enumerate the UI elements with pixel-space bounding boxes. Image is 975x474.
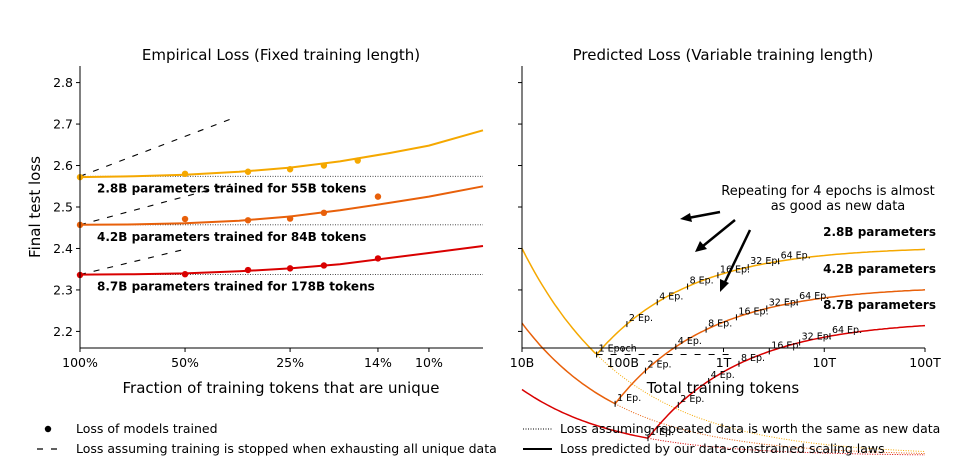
epoch-label: 4 Ep. — [711, 370, 735, 381]
right-chart-title: Predicted Loss (Variable training length… — [573, 46, 874, 64]
left-x-tick-label: 14% — [364, 355, 392, 370]
epoch-label: 32 Ep. — [769, 297, 799, 308]
repeated-as-new-line — [597, 355, 926, 452]
epoch-label: 16 Ep. — [738, 306, 768, 317]
predicted-line — [521, 289, 926, 405]
stop-dashed-line — [79, 247, 189, 276]
left-y-tick-label: 2.4 — [53, 241, 73, 256]
epoch-label: 64 Ep. — [781, 250, 811, 261]
stop-dashed-line — [79, 118, 231, 177]
legend-repeated-label: Loss assuming repeated data is worth the… — [560, 421, 940, 436]
data-point — [320, 162, 328, 169]
epoch-label: 1 Epoch — [599, 343, 637, 354]
left-series: 2.8B parameters trained for 55B tokens 4.… — [76, 118, 484, 294]
repeated-as-new-line — [614, 403, 925, 454]
right-x-tick-label: 10T — [812, 355, 836, 370]
data-point — [286, 215, 294, 222]
epoch-label: 64 Ep. — [832, 325, 862, 336]
epoch-label: 2 Ep. — [647, 360, 671, 371]
epoch-label: 2 Ep. — [680, 394, 704, 405]
data-point — [320, 262, 328, 269]
data-point — [244, 217, 252, 224]
predicted-line — [521, 248, 926, 355]
legend-stop-label: Loss assuming training is stopped when e… — [76, 441, 497, 456]
data-point — [286, 265, 294, 272]
epoch-label: 16 Ep. — [720, 264, 750, 275]
legend-predicted-label: Loss predicted by our data-constrained s… — [560, 441, 885, 456]
repeated-as-new-line — [650, 438, 926, 456]
left-y-tick-label: 2.2 — [53, 324, 73, 339]
left-panel: Empirical Loss (Fixed training length) 2… — [26, 46, 484, 397]
data-point — [181, 215, 189, 223]
right-ticks: 10B 100B 1T 10T 100T — [510, 82, 941, 370]
left-x-tick-label: 50% — [171, 355, 199, 370]
legend: Loss of models trained Loss assuming tra… — [37, 421, 940, 456]
right-x-tick-label: 100T — [909, 355, 941, 370]
left-y-tick-label: 2.6 — [53, 158, 73, 173]
right-x-label: Total training tokens — [646, 379, 800, 397]
annotation-line-1: Repeating for 4 epochs is almost — [721, 184, 934, 199]
epoch-label: 8 Ep. — [741, 353, 765, 364]
right-panel: Predicted Loss (Variable training length… — [510, 46, 941, 456]
series-label: 8.7B parameters — [823, 298, 936, 312]
right-x-tick-label: 1T — [716, 355, 732, 370]
series-label: 4.2B parameters trained for 84B tokens — [97, 230, 366, 244]
fit-line — [79, 129, 484, 179]
annotation-arrows — [680, 210, 752, 292]
data-point — [286, 166, 294, 173]
epoch-label: 32 Ep. — [802, 332, 832, 343]
left-y-tick-label: 2.3 — [53, 282, 73, 297]
series-label: 2.8B parameters — [823, 225, 936, 239]
epoch-label: 32 Ep. — [750, 256, 780, 267]
left-chart-title: Empirical Loss (Fixed training length) — [142, 46, 420, 64]
left-y-tick-label: 2.7 — [53, 117, 73, 132]
epoch-label: 16 Ep. — [771, 340, 801, 351]
left-y-tick-label: 2.5 — [53, 200, 73, 215]
arrowhead — [680, 213, 692, 222]
epoch-label: 1 Ep. — [650, 427, 674, 438]
epoch-label: 64 Ep. — [799, 291, 829, 302]
epoch-label: 1 Ep. — [617, 393, 641, 404]
arrowhead — [695, 241, 707, 252]
data-point — [354, 157, 361, 164]
epoch-label: 4 Ep. — [678, 336, 702, 347]
left-x-tick-label: 10% — [415, 355, 443, 370]
left-y-label: Final test loss — [26, 156, 44, 258]
legend-point-marker — [44, 425, 52, 433]
arrow-4ep-8-7b — [723, 229, 752, 283]
fit-line — [79, 245, 484, 276]
right-x-tick-label: 100B — [607, 355, 639, 370]
left-x-tick-label: 25% — [276, 355, 304, 370]
arrow-4ep-2-8b — [687, 210, 721, 220]
series-label: 8.7B parameters trained for 178B tokens — [97, 280, 375, 294]
predicted-line — [521, 324, 926, 440]
right-x-tick-label: 10B — [510, 355, 534, 370]
data-point — [320, 209, 328, 217]
series-label: 2.8B parameters trained for 55B tokens — [97, 181, 366, 195]
data-point — [244, 266, 252, 274]
annotation-line-2: as good as new data — [771, 199, 906, 214]
data-point — [374, 255, 382, 262]
epoch-label: 8 Ep. — [690, 276, 714, 287]
data-point — [374, 193, 382, 200]
left-x-label: Fraction of training tokens that are uni… — [123, 379, 440, 397]
epoch-label: 2 Ep. — [629, 313, 653, 324]
data-point — [244, 168, 252, 175]
epoch-label: 8 Ep. — [708, 319, 732, 330]
legend-points-label: Loss of models trained — [76, 421, 218, 436]
epoch-label: 4 Ep. — [659, 291, 683, 302]
data-point — [181, 170, 189, 178]
data-point — [181, 270, 189, 278]
left-ticks: 2.2 2.3 2.4 2.5 2.6 2.7 2.8 100% 50% 25% 14% 10% — [53, 75, 443, 370]
arrowhead — [720, 279, 729, 292]
left-x-tick-label: 100% — [62, 355, 98, 370]
left-y-tick-label: 2.8 — [53, 75, 73, 90]
arrow-4ep-4-2b — [702, 219, 736, 247]
series-label: 4.2B parameters — [823, 262, 936, 276]
stop-dashed-line — [79, 183, 231, 226]
